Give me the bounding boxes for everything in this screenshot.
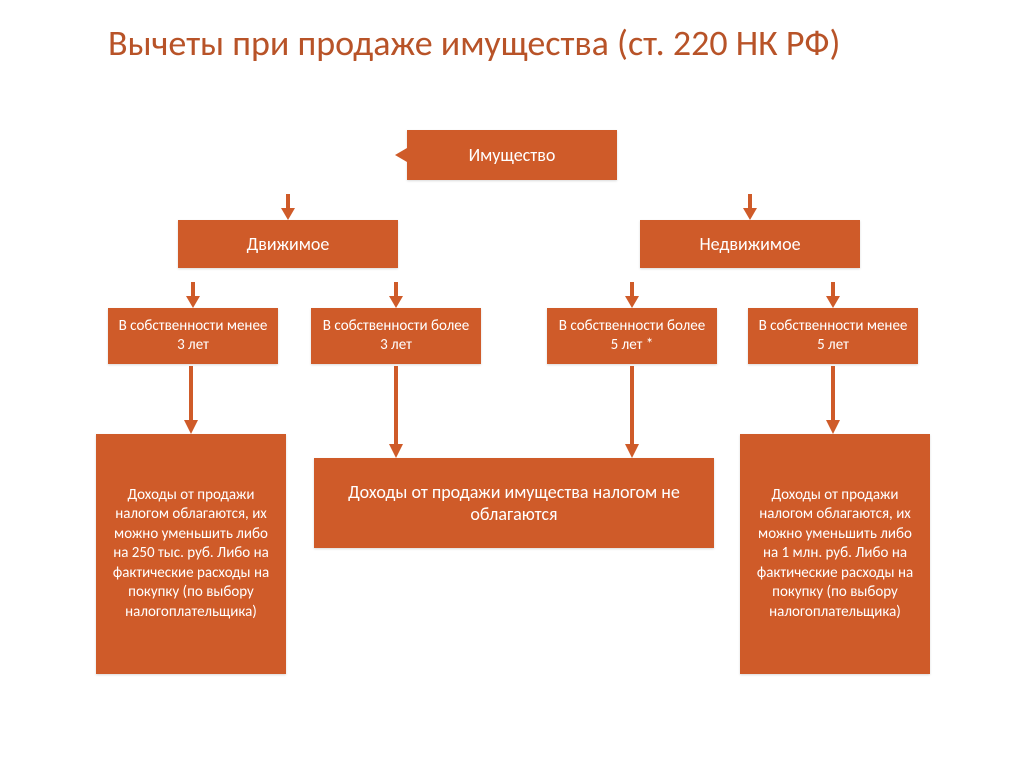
arrow-icon [826, 282, 840, 308]
node-i-lt5: В собственности менее 5 лет [748, 308, 918, 364]
arrow-icon [389, 366, 403, 458]
page-title: Вычеты при продаже имущества (ст. 220 НК… [108, 22, 938, 64]
arrow-icon [186, 282, 200, 308]
node-m-lt3: В собственности менее 3 лет [108, 308, 278, 364]
node-outcome-right: Доходы от продажи налогом облагаются, их… [740, 434, 930, 674]
slide: Вычеты при продаже имущества (ст. 220 НК… [0, 0, 1024, 767]
node-m-gt3: В собственности более 3 лет [311, 308, 481, 364]
node-label: В собственности более 5 лет * [557, 317, 707, 356]
node-label: Доходы от продажи имущества налогом не о… [324, 481, 704, 526]
node-immovable: Недвижимое [640, 220, 860, 268]
node-label: Доходы от продажи налогом облагаются, их… [106, 486, 276, 623]
arrow-icon [625, 282, 639, 308]
arrow-icon [184, 366, 198, 434]
node-label: Доходы от продажи налогом облагаются, их… [750, 486, 920, 623]
arrow-icon [395, 148, 409, 162]
node-label: Недвижимое [699, 233, 800, 256]
node-label: В собственности менее 3 лет [118, 317, 268, 356]
node-outcome-mid: Доходы от продажи имущества налогом не о… [314, 458, 714, 548]
arrow-icon [625, 366, 639, 458]
node-movable: Движимое [178, 220, 398, 268]
node-label: В собственности менее 5 лет [758, 317, 908, 356]
arrow-icon [281, 194, 295, 220]
node-label: Движимое [247, 233, 330, 256]
node-label: Имущество [469, 144, 556, 167]
arrow-icon [826, 366, 840, 434]
node-label: В собственности более 3 лет [321, 317, 471, 356]
node-outcome-left: Доходы от продажи налогом облагаются, их… [96, 434, 286, 674]
node-root: Имущество [407, 130, 617, 180]
node-i-gt5: В собственности более 5 лет * [547, 308, 717, 364]
arrow-icon [743, 194, 757, 220]
arrow-icon [389, 282, 403, 308]
